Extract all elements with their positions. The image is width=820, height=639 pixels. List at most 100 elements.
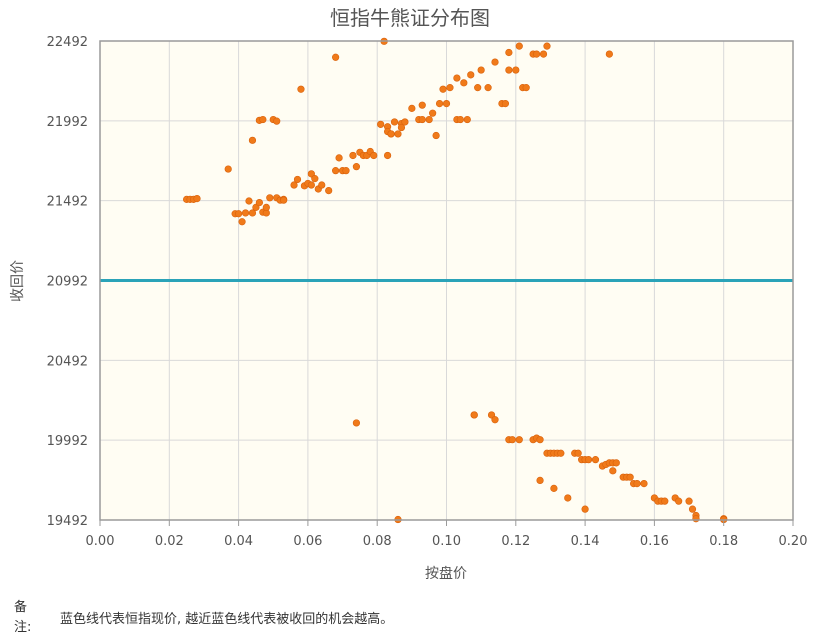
x-tick-label: 0.02	[155, 534, 184, 549]
data-point[interactable]	[370, 151, 378, 160]
data-point[interactable]	[460, 79, 468, 87]
data-point[interactable]	[394, 130, 402, 138]
data-point[interactable]	[505, 48, 513, 57]
data-point[interactable]	[425, 115, 433, 124]
data-point[interactable]	[515, 436, 523, 444]
data-point[interactable]	[224, 165, 232, 173]
data-point[interactable]	[633, 479, 641, 488]
data-point[interactable]	[536, 476, 544, 485]
data-point[interactable]	[273, 117, 281, 125]
y-tick-label: 21492	[47, 195, 88, 210]
x-tick-label: 0.14	[571, 534, 600, 549]
data-point[interactable]	[609, 467, 617, 475]
data-point[interactable]	[401, 118, 409, 126]
data-point[interactable]	[581, 505, 589, 513]
data-point[interactable]	[377, 120, 385, 128]
data-point[interactable]	[349, 151, 357, 160]
data-point[interactable]	[408, 104, 416, 112]
data-point[interactable]	[280, 196, 288, 204]
data-point[interactable]	[325, 187, 333, 195]
data-point[interactable]	[685, 497, 693, 505]
data-point[interactable]	[248, 209, 257, 217]
data-point[interactable]	[591, 456, 600, 464]
data-point[interactable]	[487, 411, 496, 419]
data-point[interactable]	[318, 181, 326, 189]
data-point[interactable]	[235, 210, 243, 218]
data-point[interactable]	[470, 411, 478, 419]
data-point[interactable]	[432, 131, 440, 140]
data-point[interactable]	[241, 209, 250, 217]
data-point[interactable]	[383, 151, 392, 160]
data-point[interactable]	[564, 494, 572, 502]
data-point[interactable]	[508, 436, 516, 444]
data-point[interactable]	[640, 479, 648, 488]
data-point[interactable]	[675, 497, 683, 505]
data-point[interactable]	[342, 167, 350, 175]
data-point[interactable]	[688, 505, 697, 513]
data-point[interactable]	[262, 203, 270, 211]
data-point[interactable]	[661, 497, 669, 505]
data-point[interactable]	[532, 50, 541, 58]
data-point[interactable]	[290, 181, 298, 189]
data-point[interactable]	[248, 136, 257, 144]
data-point[interactable]	[446, 84, 454, 92]
data-point[interactable]	[311, 175, 319, 183]
data-point[interactable]	[467, 71, 475, 79]
data-point[interactable]	[442, 99, 451, 108]
data-point[interactable]	[505, 66, 513, 74]
scatter-chart: 0.00 0.02 0.04 0.06 0.08 0.10 0.12 0.14 0.16 0.18…	[10, 6, 808, 582]
data-point[interactable]	[245, 197, 253, 205]
data-point[interactable]	[429, 109, 437, 117]
data-point[interactable]	[352, 163, 361, 171]
chart-title: 恒指牛熊证分布图	[330, 6, 490, 30]
data-point[interactable]	[626, 473, 634, 481]
data-point[interactable]	[484, 84, 492, 92]
data-point[interactable]	[543, 42, 551, 50]
data-point[interactable]	[259, 115, 267, 124]
data-point[interactable]	[332, 167, 340, 175]
data-point[interactable]	[456, 115, 464, 124]
data-point[interactable]	[474, 84, 482, 92]
x-axis-label: 按盘价	[425, 565, 467, 582]
data-point[interactable]	[692, 515, 700, 523]
data-point[interactable]	[307, 181, 315, 189]
data-point[interactable]	[293, 175, 302, 184]
data-point[interactable]	[266, 194, 274, 202]
data-point[interactable]	[418, 101, 426, 109]
data-point[interactable]	[463, 115, 471, 124]
data-point[interactable]	[390, 118, 399, 126]
data-point[interactable]	[550, 484, 558, 492]
data-point[interactable]	[439, 85, 447, 93]
data-point[interactable]	[193, 194, 201, 203]
data-point[interactable]	[512, 66, 520, 74]
data-point[interactable]	[574, 449, 582, 457]
data-point[interactable]	[491, 416, 499, 424]
data-point[interactable]	[255, 198, 263, 207]
y-tick-label: 20992	[47, 275, 88, 290]
data-point[interactable]	[352, 419, 361, 427]
data-point[interactable]	[297, 85, 305, 93]
data-point[interactable]	[539, 50, 548, 58]
data-point[interactable]	[453, 74, 461, 82]
data-point[interactable]	[238, 218, 246, 226]
data-point[interactable]	[584, 456, 593, 464]
data-point[interactable]	[252, 203, 260, 211]
data-point[interactable]	[605, 50, 613, 58]
data-point[interactable]	[335, 154, 343, 162]
data-point[interactable]	[557, 449, 565, 457]
data-point[interactable]	[501, 99, 510, 108]
data-point[interactable]	[515, 42, 523, 50]
data-point[interactable]	[491, 58, 499, 66]
data-point[interactable]	[307, 170, 315, 178]
data-point[interactable]	[418, 115, 426, 124]
data-point[interactable]	[332, 53, 340, 61]
x-tick-label: 0.12	[501, 534, 530, 549]
data-point[interactable]	[477, 66, 485, 74]
data-point[interactable]	[522, 84, 530, 92]
x-tick-label: 0.20	[779, 534, 808, 549]
data-point[interactable]	[536, 436, 544, 444]
data-point[interactable]	[387, 130, 395, 138]
data-point[interactable]	[435, 99, 444, 108]
data-point[interactable]	[612, 459, 620, 467]
data-point[interactable]	[397, 123, 406, 132]
